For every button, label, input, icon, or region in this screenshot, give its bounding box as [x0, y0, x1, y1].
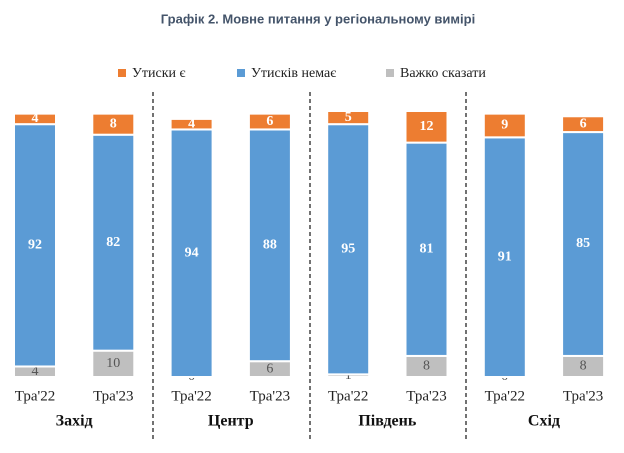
value-label: 6: [266, 114, 273, 129]
x-tick-label: Тра'22: [171, 388, 211, 404]
value-label: 4: [32, 364, 39, 379]
bar-segment: [404, 141, 449, 357]
bar-segment: [561, 131, 606, 357]
bar-segment: [91, 112, 136, 136]
value-label: 81: [420, 241, 434, 256]
value-label: 5: [345, 110, 352, 125]
chart-title: Графік 2. Мовне питання у регіональному …: [161, 11, 475, 26]
bar-segment: [13, 112, 57, 126]
value-label: 10: [106, 356, 120, 371]
legend-swatch: [386, 69, 394, 77]
value-label: 4: [188, 116, 195, 131]
x-tick-label: Тра'22: [328, 388, 368, 404]
value-label: 88: [263, 238, 277, 253]
value-label: 6: [266, 361, 273, 376]
bar-segment: [169, 128, 214, 378]
value-label: 8: [580, 359, 587, 374]
x-tick-label: Тра'23: [406, 388, 446, 404]
bar-segment: [326, 110, 371, 126]
value-label: 1: [345, 368, 352, 383]
bar-segment: [404, 110, 449, 144]
value-label: 94: [185, 245, 199, 260]
x-tick-label: Тра'23: [563, 388, 603, 404]
x-tick-label: Тра'22: [15, 388, 55, 404]
value-label: 85: [576, 236, 590, 251]
value-label: 95: [341, 241, 355, 256]
bar-segment: [482, 136, 527, 378]
bar-segment: [561, 115, 606, 134]
value-label: 8: [423, 359, 430, 374]
group-label: Схід: [528, 413, 560, 430]
value-label: 6: [580, 116, 587, 131]
group-label: Захід: [56, 413, 93, 430]
value-label: 12: [420, 119, 434, 134]
bar-segment: [326, 123, 371, 376]
group-label: Південь: [358, 413, 417, 430]
value-label: 91: [498, 249, 512, 264]
value-label: 82: [106, 235, 120, 250]
legend-label: Утисків немає: [251, 66, 336, 81]
group-label: Центр: [208, 413, 254, 430]
legend-swatch: [118, 69, 126, 77]
legend-label: Важко сказати: [400, 66, 486, 81]
value-label: 92: [28, 238, 42, 253]
value-label: 8: [110, 116, 117, 131]
bar-segment: [247, 112, 292, 131]
x-tick-label: Тра'23: [250, 388, 290, 404]
bar-segment: [169, 117, 214, 131]
x-tick-label: Тра'22: [485, 388, 525, 404]
legend-swatch: [237, 69, 245, 77]
value-label: 9: [501, 118, 508, 133]
bar-segment: [482, 112, 527, 139]
bar-segment: [13, 123, 57, 368]
x-tick-label: Тра'23: [93, 388, 133, 404]
legend-label: Утиски є: [132, 66, 186, 81]
value-label: 4: [32, 111, 39, 126]
